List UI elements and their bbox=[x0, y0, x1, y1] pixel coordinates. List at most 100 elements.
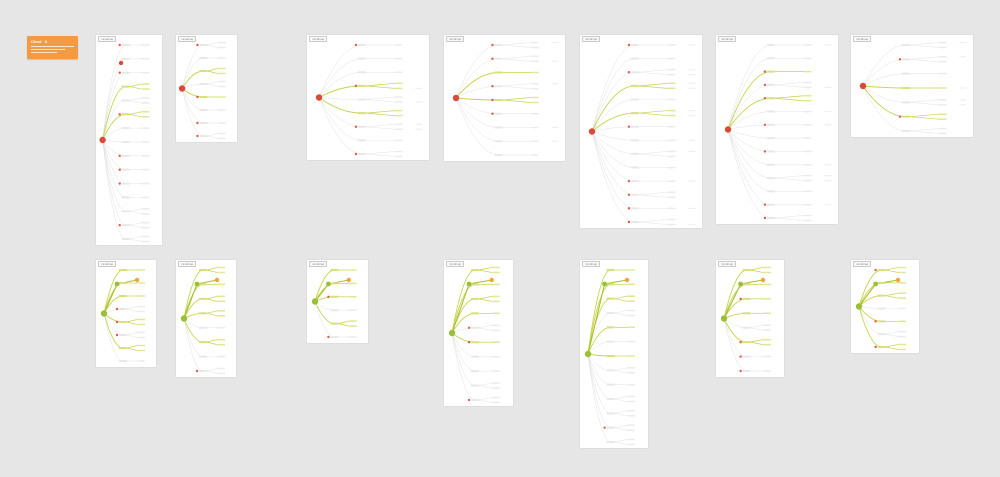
node bbox=[415, 101, 423, 103]
node bbox=[959, 56, 967, 58]
node bbox=[606, 412, 615, 415]
mindmap-frame[interactable]: mindmap bbox=[444, 35, 565, 161]
edge bbox=[502, 56, 531, 59]
node bbox=[630, 139, 639, 142]
node-dot bbox=[196, 121, 199, 125]
mindmap-frame[interactable]: mindmap bbox=[580, 35, 702, 228]
node bbox=[938, 72, 947, 75]
sticky-note[interactable]: Chart · 0 bbox=[27, 36, 78, 59]
node bbox=[627, 326, 635, 329]
node-dot bbox=[467, 341, 471, 344]
node bbox=[494, 57, 503, 60]
mindmap-frame[interactable]: mindmap bbox=[851, 35, 973, 137]
node bbox=[119, 295, 127, 297]
mindmap-diagram bbox=[178, 41, 226, 140]
edge bbox=[727, 129, 771, 139]
node bbox=[394, 87, 403, 90]
node bbox=[137, 310, 145, 313]
node bbox=[803, 86, 812, 89]
node bbox=[394, 155, 403, 158]
node bbox=[688, 44, 696, 46]
root-node bbox=[315, 94, 323, 101]
node bbox=[494, 112, 503, 115]
sticky-text-line bbox=[31, 46, 74, 47]
edge bbox=[451, 279, 492, 334]
mindmap-frame[interactable]: mindmap bbox=[444, 260, 513, 406]
node-dot bbox=[118, 113, 121, 116]
node bbox=[217, 309, 225, 312]
node bbox=[217, 266, 225, 269]
node-circle bbox=[214, 277, 220, 283]
node bbox=[627, 415, 635, 417]
root-node bbox=[855, 303, 863, 310]
node bbox=[667, 87, 676, 90]
node bbox=[415, 128, 423, 130]
mindmap-frame[interactable]: mindmap bbox=[307, 35, 429, 160]
node bbox=[330, 269, 339, 271]
mindmap-frame[interactable]: mindmap bbox=[851, 260, 919, 353]
mindmap-frame[interactable]: mindmap bbox=[176, 35, 237, 142]
node bbox=[877, 333, 886, 336]
node bbox=[803, 124, 812, 126]
edges bbox=[723, 267, 764, 372]
node bbox=[627, 410, 635, 412]
edge bbox=[909, 116, 939, 120]
node bbox=[551, 41, 559, 44]
node bbox=[766, 110, 775, 113]
node bbox=[121, 127, 130, 130]
node bbox=[357, 71, 366, 74]
node bbox=[217, 338, 225, 341]
mindmap-frame[interactable]: mindmap bbox=[716, 35, 838, 224]
edge bbox=[638, 219, 668, 223]
edge bbox=[181, 88, 204, 98]
edge bbox=[455, 97, 499, 142]
node bbox=[121, 57, 130, 60]
node bbox=[491, 387, 500, 389]
node bbox=[742, 370, 751, 372]
node bbox=[121, 168, 130, 171]
edge bbox=[614, 410, 628, 414]
node bbox=[471, 297, 480, 300]
node bbox=[763, 271, 771, 274]
node bbox=[766, 97, 775, 100]
node bbox=[606, 369, 615, 372]
edge bbox=[638, 69, 668, 73]
mindmap-frame[interactable]: mindmap bbox=[716, 260, 784, 377]
node bbox=[766, 83, 775, 86]
edge bbox=[455, 86, 499, 99]
node bbox=[901, 87, 910, 89]
node bbox=[959, 104, 967, 106]
node bbox=[938, 46, 947, 49]
node bbox=[803, 57, 812, 60]
edge bbox=[727, 58, 771, 130]
frame-label: mindmap bbox=[853, 36, 872, 42]
node bbox=[199, 312, 207, 315]
mindmap-frame[interactable]: mindmap bbox=[176, 260, 236, 377]
node bbox=[530, 112, 539, 115]
node bbox=[763, 324, 771, 327]
node bbox=[606, 441, 615, 443]
node-dot bbox=[874, 320, 877, 323]
edge bbox=[614, 298, 628, 302]
node bbox=[217, 85, 226, 88]
edge bbox=[365, 151, 395, 155]
node bbox=[938, 56, 947, 58]
mindmap-frame[interactable]: mindmap bbox=[96, 260, 156, 367]
node bbox=[742, 297, 751, 300]
mindmap-frame[interactable]: mindmap bbox=[580, 260, 648, 448]
node bbox=[938, 113, 947, 115]
edge bbox=[723, 318, 747, 328]
edge bbox=[858, 279, 899, 307]
node bbox=[763, 370, 771, 372]
edge bbox=[181, 88, 204, 137]
mindmap-frame[interactable]: mindmap bbox=[307, 260, 368, 343]
node-circle bbox=[489, 277, 494, 283]
edge bbox=[129, 111, 142, 115]
node bbox=[627, 383, 635, 386]
node-circle bbox=[326, 281, 331, 287]
node-dot bbox=[763, 203, 767, 206]
node bbox=[630, 125, 639, 128]
mindmap-frame[interactable]: mindmap bbox=[96, 35, 162, 245]
node bbox=[901, 130, 910, 132]
edge bbox=[909, 59, 939, 63]
